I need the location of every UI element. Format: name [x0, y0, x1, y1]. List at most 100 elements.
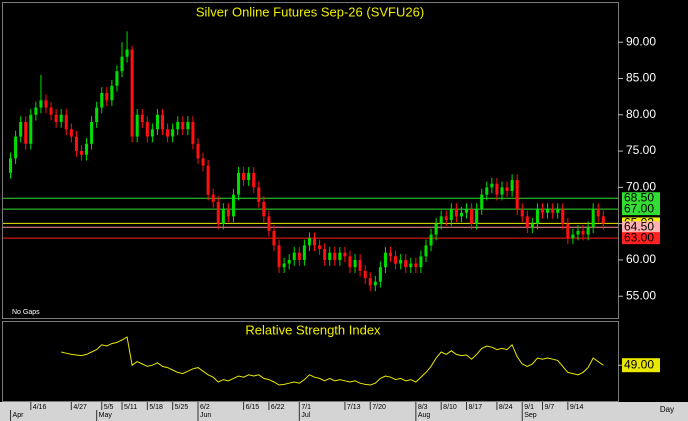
candle-body: [601, 216, 605, 224]
candle-body: [181, 122, 185, 130]
candle-body: [439, 216, 443, 224]
x-tick-label: 9/14: [570, 404, 584, 411]
candle-body: [29, 114, 33, 144]
candle-body: [333, 252, 337, 260]
candle-body: [115, 71, 119, 86]
level-box: [622, 232, 660, 245]
candle-body: [323, 249, 327, 260]
candle-body: [409, 263, 413, 268]
x-tick-label: 7/1: [301, 404, 311, 411]
y-tick-label: 75.00: [626, 143, 656, 157]
candle-body: [221, 209, 225, 224]
candle-body: [313, 238, 317, 246]
x-tick-label: 5/11: [124, 404, 137, 411]
candle-body: [44, 100, 48, 108]
candle-body: [196, 143, 200, 159]
date-bar: [0, 402, 688, 421]
candle-body: [510, 180, 514, 191]
indicator-title: Relative Strength Index: [245, 322, 381, 337]
candle-body: [39, 100, 43, 108]
candle-body: [596, 209, 600, 217]
candle-body: [257, 187, 261, 202]
x-tick-label: 8/10: [443, 404, 457, 411]
candle-body: [373, 281, 377, 286]
candle-body: [171, 129, 175, 137]
candle-body: [216, 201, 220, 224]
candle-body: [525, 216, 529, 228]
candle-body: [480, 194, 484, 210]
candle-body: [454, 209, 458, 217]
candle-body: [161, 114, 165, 130]
candle-body: [297, 252, 301, 260]
candle-body: [515, 180, 519, 210]
level-box: [622, 203, 660, 216]
candle-body: [110, 85, 114, 101]
price-panel: [2, 2, 619, 319]
candle-body: [145, 122, 149, 137]
candle-body: [191, 122, 195, 144]
x-tick-label: 5/18: [149, 404, 163, 411]
x-tick-label: 5/5: [104, 404, 114, 411]
x-tick-label: 7/13: [347, 404, 361, 411]
candle-body: [19, 122, 23, 137]
indicator-last-label: 49.00: [624, 357, 654, 371]
candle-body: [277, 245, 281, 268]
candle-body: [383, 252, 387, 268]
y-tick-label: 80.00: [626, 107, 656, 121]
candle-body: [226, 209, 230, 217]
candle-body: [79, 151, 83, 155]
candle-body: [267, 216, 271, 231]
candle-body: [419, 256, 423, 268]
candle-body: [530, 223, 534, 228]
candle-body: [414, 263, 418, 268]
candle-body: [262, 201, 266, 217]
candle-body: [444, 216, 448, 221]
x-tick-label: 6/15: [246, 404, 260, 411]
level-label: 68.50: [624, 190, 654, 204]
candle-body: [176, 122, 180, 130]
candle-body: [90, 122, 94, 144]
x-tick-label: 5/25: [175, 404, 189, 411]
month-label: Sep: [524, 412, 537, 419]
candle-body: [353, 259, 357, 268]
candle-body: [237, 172, 241, 195]
level-label: 64.50: [624, 219, 654, 233]
indicator-panel: [2, 321, 619, 402]
x-tick-label: 7/20: [372, 404, 386, 411]
candle-body: [475, 209, 479, 224]
candle-body: [272, 230, 276, 246]
candle-body: [54, 114, 58, 123]
y-tick-label: 70.00: [626, 180, 656, 194]
candle-body: [9, 158, 13, 173]
candle-body: [85, 143, 89, 155]
candle-body: [576, 230, 580, 235]
candle-body: [464, 209, 469, 213]
y-tick-label: 55.00: [626, 288, 656, 302]
candle-body: [302, 245, 306, 260]
candle-body: [449, 209, 453, 221]
level-box: [622, 221, 660, 234]
candle-body: [287, 259, 291, 264]
x-tick-label: 8/3: [418, 404, 428, 411]
x-axis-label: Day: [660, 405, 674, 414]
indicator-last-box: [622, 358, 660, 373]
level-label: 67.00: [624, 201, 654, 215]
candle-body: [429, 234, 433, 246]
candle-body: [490, 183, 494, 188]
candle-body: [434, 223, 438, 235]
candle-body: [551, 209, 555, 213]
candle-body: [394, 256, 398, 264]
candle-body: [135, 114, 139, 137]
candle-body: [520, 209, 524, 217]
month-label: Jun: [200, 412, 211, 419]
candle-body: [586, 227, 590, 235]
candle-body: [338, 252, 342, 260]
candle-body: [206, 165, 210, 195]
candle-body: [307, 238, 311, 246]
month-label: Apr: [13, 412, 25, 419]
candle-body: [155, 114, 159, 130]
candle-body: [343, 252, 347, 257]
x-tick-label: 6/22: [271, 404, 285, 411]
